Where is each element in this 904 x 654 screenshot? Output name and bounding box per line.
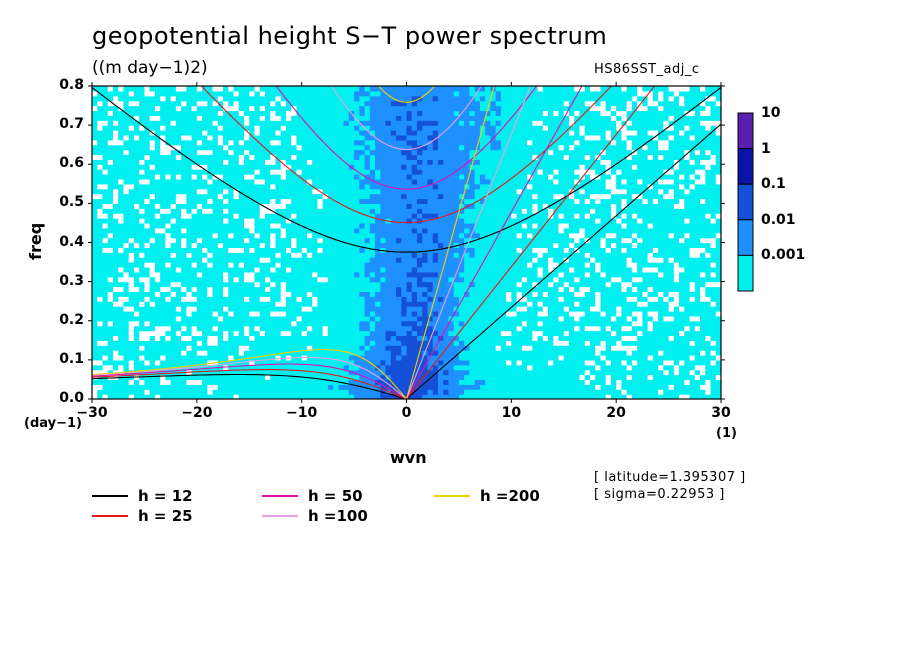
kelvin-curve-h50 bbox=[406, 86, 583, 399]
rossby-curve-h50 bbox=[92, 363, 407, 399]
y-unit: (day−1) bbox=[24, 416, 82, 431]
rossby-curve-h12 bbox=[92, 373, 407, 399]
gravity-curve-h200 bbox=[377, 86, 436, 103]
legend-item-h200: h =200 bbox=[434, 487, 540, 505]
kelvin-curve-h100 bbox=[405, 86, 532, 399]
x-axis-label: wvn bbox=[390, 448, 427, 467]
colorbar-swatch bbox=[737, 112, 754, 150]
y-tick-label: 0.8 bbox=[59, 77, 84, 93]
x-tick-label: 0 bbox=[401, 405, 412, 421]
legend-swatch bbox=[92, 495, 128, 497]
kelvin-curve-h12 bbox=[406, 123, 721, 399]
x-unit: (1) bbox=[716, 426, 737, 441]
gravity-curve-h50 bbox=[275, 86, 538, 190]
sigma-annotation: [ sigma=0.22953 ] bbox=[594, 487, 725, 502]
legend-swatch bbox=[262, 495, 298, 497]
x-tick-label: −20 bbox=[181, 405, 213, 421]
kelvin-curve-h200 bbox=[405, 86, 495, 399]
y-tick-label: 0.5 bbox=[59, 194, 84, 211]
colorbar-label: 1 bbox=[761, 140, 771, 157]
rossby-curve-h25 bbox=[92, 369, 407, 399]
colorbar-label: 10 bbox=[761, 105, 781, 121]
x-tick-label: 20 bbox=[606, 405, 626, 421]
y-tick-label: 0.2 bbox=[59, 311, 84, 328]
y-tick-label: 0.4 bbox=[59, 233, 84, 250]
legend-item-h25: h = 25 bbox=[92, 507, 193, 525]
x-tick-label: −10 bbox=[286, 405, 318, 421]
legend-swatch bbox=[434, 495, 470, 497]
colorbar-swatch bbox=[737, 254, 754, 292]
colorbar-swatch bbox=[737, 183, 754, 221]
x-tick-label: −30 bbox=[76, 405, 108, 421]
y-tick-label: 0.1 bbox=[59, 350, 84, 367]
units-label: ((m day−1)2) bbox=[92, 58, 208, 78]
legend-label: h = 50 bbox=[308, 487, 363, 505]
colorbar-label: 0.001 bbox=[761, 247, 806, 264]
colorbar-label: 0.01 bbox=[761, 211, 796, 228]
x-tick-label: 30 bbox=[711, 405, 731, 421]
x-tick-label: 10 bbox=[501, 405, 522, 421]
legend-item-h100: h =100 bbox=[262, 507, 368, 525]
legend-item-h12: h = 12 bbox=[92, 487, 193, 505]
y-tick-label: 0.0 bbox=[59, 390, 84, 406]
legend-swatch bbox=[262, 515, 298, 517]
latitude-annotation: [ latitude=1.395307 ] bbox=[594, 470, 746, 485]
colorbar-label: 0.1 bbox=[761, 176, 786, 193]
colorbar-swatch bbox=[737, 219, 754, 256]
gravity-curve-h12 bbox=[92, 86, 721, 253]
rossby-curve-h100 bbox=[92, 356, 407, 399]
rossby-curve-h200 bbox=[92, 348, 407, 399]
gravity-curve-h100 bbox=[330, 86, 483, 151]
y-tick-label: 0.6 bbox=[59, 155, 84, 172]
legend-item-h50: h = 50 bbox=[262, 487, 363, 505]
chart-title: geopotential height S−T power spectrum bbox=[92, 22, 608, 50]
legend-label: h =200 bbox=[480, 487, 540, 505]
legend-label: h = 25 bbox=[138, 507, 193, 525]
y-axis-label: freq bbox=[26, 222, 45, 260]
legend-swatch bbox=[92, 515, 128, 517]
run-name: HS86SST_adj_c bbox=[594, 62, 700, 77]
legend-label: h = 12 bbox=[138, 487, 193, 505]
y-tick-label: 0.7 bbox=[59, 116, 84, 133]
gravity-curve-h25 bbox=[200, 86, 613, 224]
y-tick-label: 0.3 bbox=[59, 272, 84, 289]
kelvin-curve-h25 bbox=[406, 86, 656, 399]
colorbar-swatch bbox=[737, 148, 754, 185]
legend-label: h =100 bbox=[308, 507, 368, 525]
